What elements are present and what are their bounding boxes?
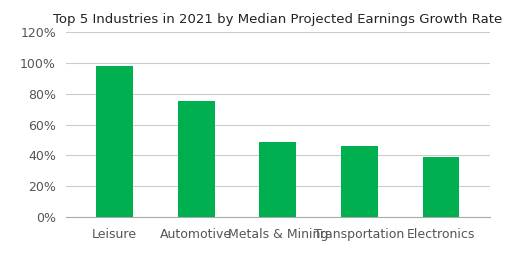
Bar [178,101,215,217]
Bar [423,157,459,217]
Title: Top 5 Industries in 2021 by Median Projected Earnings Growth Rate: Top 5 Industries in 2021 by Median Proje… [53,14,502,26]
Bar [96,66,133,217]
Bar [341,146,378,217]
Bar [260,142,296,217]
